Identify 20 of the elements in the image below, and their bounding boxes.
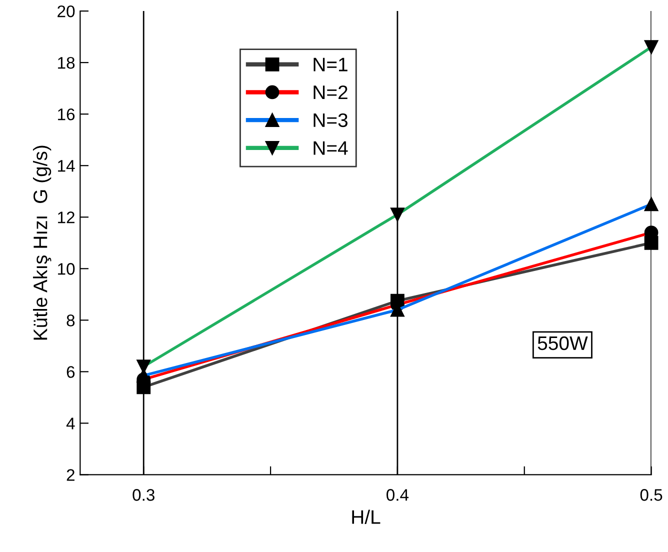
y-tick-label: 8 (66, 314, 75, 326)
x-tick-label: 0.5 (640, 489, 662, 501)
y-tick-label: 20 (58, 5, 75, 18)
y-tick-label: 6 (66, 366, 75, 378)
y-tick-label: 18 (58, 56, 75, 69)
y-tick-label: 2 (66, 469, 74, 481)
legend-label: N=2 (314, 85, 348, 100)
annotation: 550W (538, 336, 588, 350)
y-tick-label: 12 (58, 212, 74, 224)
x-tick-label: 0.3 (132, 489, 154, 501)
y-tick-label: 14 (58, 160, 75, 172)
y-axis-title: Kütle Akış Hızı G (g/s) (32, 146, 52, 340)
x-tick-label: 0.4 (386, 489, 409, 501)
y-tick-label: 10 (58, 263, 75, 275)
y-tick-label: 4 (66, 418, 75, 430)
legend-label: N=3 (314, 113, 348, 128)
y-tick-label: 16 (58, 108, 75, 120)
legend-label: N=1 (314, 58, 348, 72)
x-axis-title: H/L (352, 510, 380, 524)
legend-label: N=4 (314, 141, 348, 155)
